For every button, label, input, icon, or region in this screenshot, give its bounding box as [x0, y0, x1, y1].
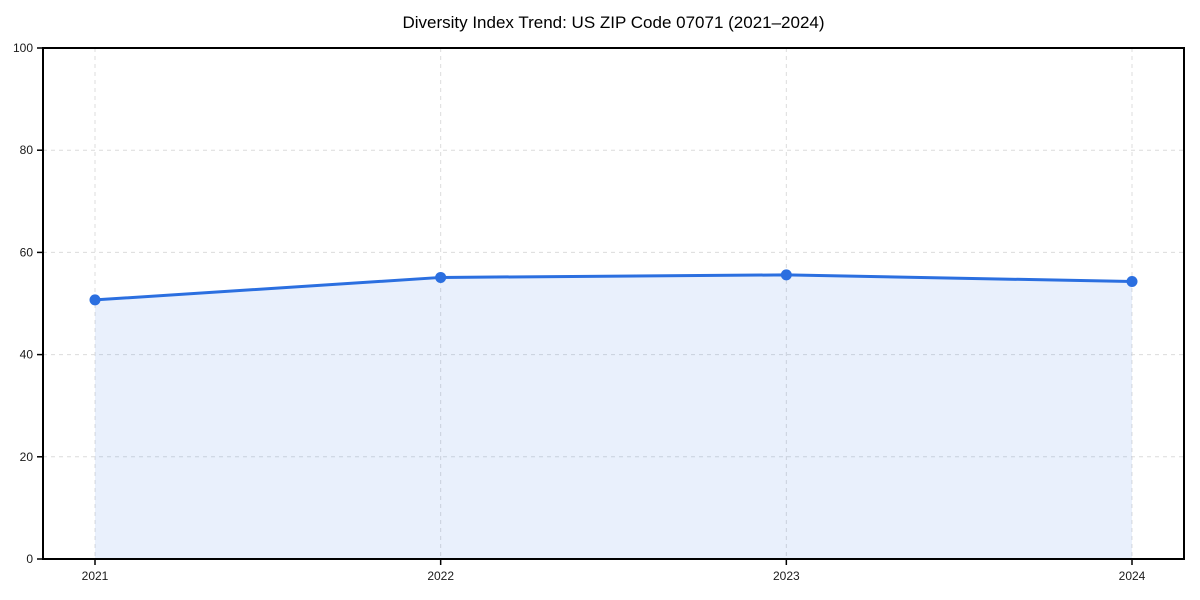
x-tick-label: 2021 [82, 569, 109, 583]
y-tick-label: 20 [20, 450, 34, 464]
y-tick-label: 0 [26, 552, 33, 566]
plot-border [42, 47, 1185, 560]
y-tick-label: 80 [20, 143, 34, 157]
data-point-marker-2021 [89, 294, 101, 306]
x-tick-label: 2022 [427, 569, 454, 583]
trend-line [93, 273, 1134, 302]
x-tick-label: 2024 [1119, 569, 1146, 583]
area-fill [95, 274, 1132, 559]
data-point-marker-2024 [1126, 276, 1138, 288]
data-point-marker-2023 [780, 269, 792, 281]
y-tick-label: 100 [13, 41, 33, 55]
x-tick-label: 2023 [773, 569, 800, 583]
y-tick-label: 40 [20, 348, 34, 362]
y-tick-label: 60 [20, 245, 34, 259]
data-point-marker-2022 [435, 271, 447, 283]
chart-title: Diversity Index Trend: US ZIP Code 07071… [402, 13, 825, 32]
